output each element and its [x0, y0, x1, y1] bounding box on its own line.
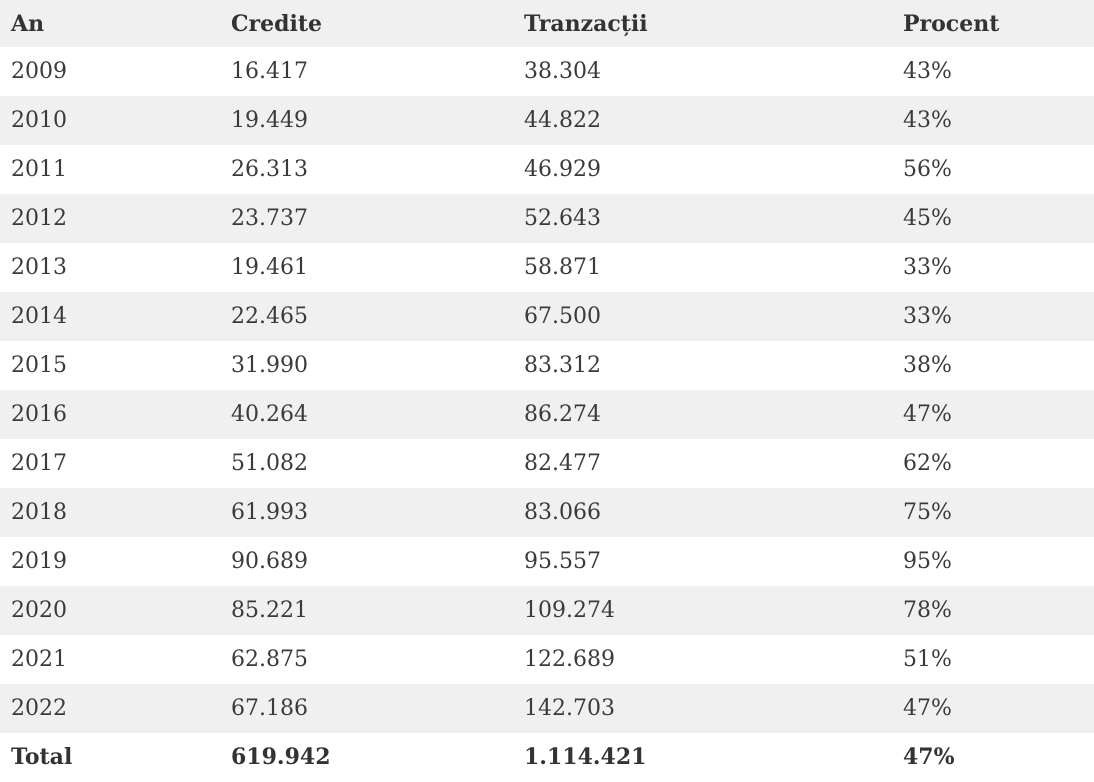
cell-credits: 62.875 — [220, 635, 513, 684]
cell-transactions: 142.703 — [513, 684, 892, 733]
cell-transactions: 95.557 — [513, 537, 892, 586]
cell-transactions: 44.822 — [513, 96, 892, 145]
cell-year: 2019 — [0, 537, 220, 586]
total-credits: 619.942 — [220, 733, 513, 781]
cell-year: 2016 — [0, 390, 220, 439]
cell-year: 2017 — [0, 439, 220, 488]
table-row: 2013 19.461 58.871 33% — [0, 243, 1094, 292]
table-body: 2009 16.417 38.304 43% 2010 19.449 44.82… — [0, 47, 1094, 781]
table-row: 2017 51.082 82.477 62% — [0, 439, 1094, 488]
table-row: 2020 85.221 109.274 78% — [0, 586, 1094, 635]
cell-transactions: 122.689 — [513, 635, 892, 684]
table-total-row: Total 619.942 1.114.421 47% — [0, 733, 1094, 781]
cell-transactions: 82.477 — [513, 439, 892, 488]
table-row: 2014 22.465 67.500 33% — [0, 292, 1094, 341]
table-row: 2015 31.990 83.312 38% — [0, 341, 1094, 390]
table-row: 2018 61.993 83.066 75% — [0, 488, 1094, 537]
cell-credits: 40.264 — [220, 390, 513, 439]
cell-year: 2022 — [0, 684, 220, 733]
cell-year: 2014 — [0, 292, 220, 341]
total-label: Total — [0, 733, 220, 781]
cell-percent: 47% — [892, 390, 1094, 439]
table-row: 2021 62.875 122.689 51% — [0, 635, 1094, 684]
cell-transactions: 46.929 — [513, 145, 892, 194]
table-row: 2022 67.186 142.703 47% — [0, 684, 1094, 733]
cell-credits: 90.689 — [220, 537, 513, 586]
table-row: 2011 26.313 46.929 56% — [0, 145, 1094, 194]
cell-credits: 19.461 — [220, 243, 513, 292]
cell-credits: 31.990 — [220, 341, 513, 390]
cell-year: 2015 — [0, 341, 220, 390]
total-percent: 47% — [892, 733, 1094, 781]
cell-percent: 43% — [892, 96, 1094, 145]
cell-credits: 19.449 — [220, 96, 513, 145]
cell-transactions: 83.066 — [513, 488, 892, 537]
cell-percent: 47% — [892, 684, 1094, 733]
cell-credits: 23.737 — [220, 194, 513, 243]
table-header-row: An Credite Tranzacții Procent — [0, 0, 1094, 47]
cell-percent: 33% — [892, 292, 1094, 341]
cell-transactions: 58.871 — [513, 243, 892, 292]
cell-percent: 33% — [892, 243, 1094, 292]
cell-percent: 43% — [892, 47, 1094, 96]
table-row: 2010 19.449 44.822 43% — [0, 96, 1094, 145]
cell-year: 2011 — [0, 145, 220, 194]
cell-percent: 62% — [892, 439, 1094, 488]
cell-year: 2009 — [0, 47, 220, 96]
cell-transactions: 38.304 — [513, 47, 892, 96]
cell-credits: 26.313 — [220, 145, 513, 194]
cell-percent: 75% — [892, 488, 1094, 537]
cell-year: 2013 — [0, 243, 220, 292]
header-transactions: Tranzacții — [513, 0, 892, 47]
cell-year: 2020 — [0, 586, 220, 635]
header-credits: Credite — [220, 0, 513, 47]
cell-transactions: 83.312 — [513, 341, 892, 390]
cell-credits: 22.465 — [220, 292, 513, 341]
cell-year: 2021 — [0, 635, 220, 684]
cell-transactions: 86.274 — [513, 390, 892, 439]
cell-percent: 56% — [892, 145, 1094, 194]
cell-credits: 61.993 — [220, 488, 513, 537]
cell-percent: 51% — [892, 635, 1094, 684]
table-row: 2019 90.689 95.557 95% — [0, 537, 1094, 586]
cell-credits: 85.221 — [220, 586, 513, 635]
cell-credits: 16.417 — [220, 47, 513, 96]
cell-year: 2010 — [0, 96, 220, 145]
table-row: 2012 23.737 52.643 45% — [0, 194, 1094, 243]
total-transactions: 1.114.421 — [513, 733, 892, 781]
header-percent: Procent — [892, 0, 1094, 47]
cell-percent: 45% — [892, 194, 1094, 243]
cell-year: 2018 — [0, 488, 220, 537]
header-year: An — [0, 0, 220, 47]
cell-year: 2012 — [0, 194, 220, 243]
table-row: 2009 16.417 38.304 43% — [0, 47, 1094, 96]
cell-transactions: 109.274 — [513, 586, 892, 635]
cell-percent: 95% — [892, 537, 1094, 586]
cell-percent: 38% — [892, 341, 1094, 390]
cell-credits: 51.082 — [220, 439, 513, 488]
table-row: 2016 40.264 86.274 47% — [0, 390, 1094, 439]
cell-transactions: 52.643 — [513, 194, 892, 243]
cell-transactions: 67.500 — [513, 292, 892, 341]
cell-percent: 78% — [892, 586, 1094, 635]
cell-credits: 67.186 — [220, 684, 513, 733]
